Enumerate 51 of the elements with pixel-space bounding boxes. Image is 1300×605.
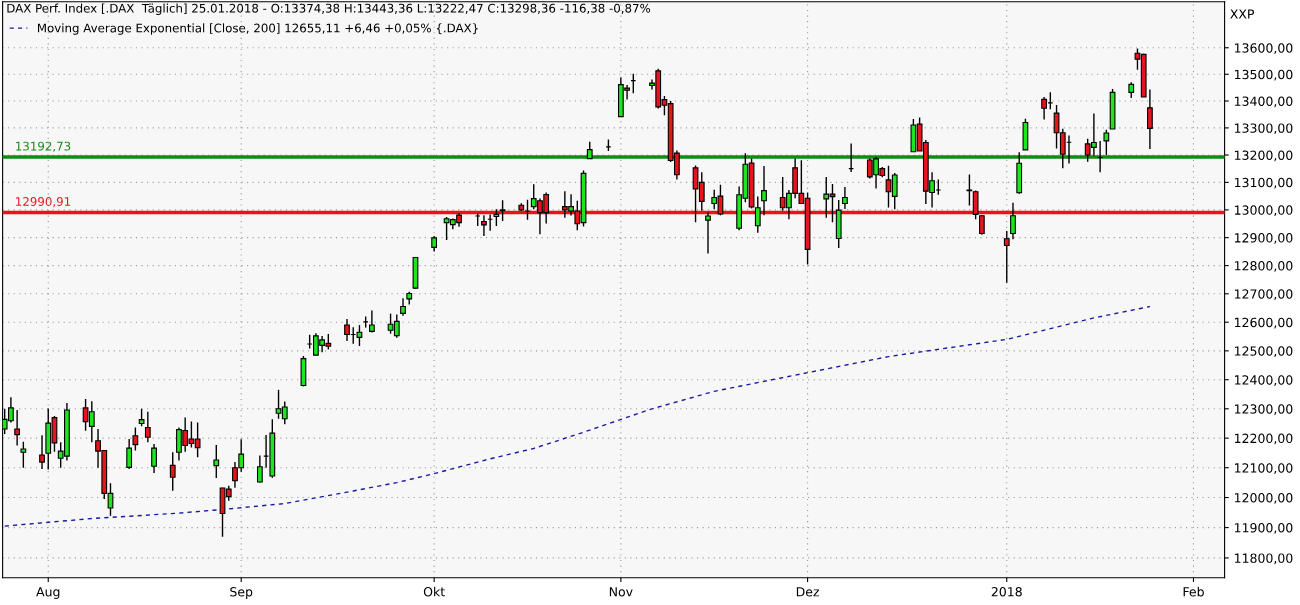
candlestick xyxy=(1147,88,1153,150)
y-tick-label: 11900,00 xyxy=(1235,523,1293,534)
y-tick-label: 12000,00 xyxy=(1235,493,1293,504)
y-tick-label: 12600,00 xyxy=(1235,317,1293,329)
x-tick-label: Okt xyxy=(423,586,445,597)
candlestick xyxy=(14,409,21,447)
y-tick-label: 11800,00 xyxy=(1235,553,1293,565)
x-tick-label: 2018 xyxy=(991,587,1022,597)
y-tick-label: 12500,00 xyxy=(1235,346,1293,358)
line-series xyxy=(3,305,1151,527)
candlestick xyxy=(132,426,139,452)
y-tick-label: 12400,00 xyxy=(1235,375,1293,386)
x-tick-label: Aug xyxy=(36,587,60,599)
candlestick xyxy=(213,444,220,479)
y-tick-label: 12100,00 xyxy=(1235,463,1293,474)
y-tick-label: 13400,00 xyxy=(1235,96,1293,108)
y-tick-label: 12800,00 xyxy=(1235,261,1293,272)
y-tick-label: 13200,00 xyxy=(1235,150,1293,162)
candlestick xyxy=(842,186,848,210)
y-tick-label: 13600,00 xyxy=(1235,43,1293,54)
y-tick-label: 12200,00 xyxy=(1235,433,1293,445)
candlestick xyxy=(39,434,45,470)
candlestick xyxy=(499,199,506,222)
text: XXP xyxy=(1230,9,1255,19)
ref-line-label: 13192,73 xyxy=(16,141,71,152)
y-tick-label: 12700,00 xyxy=(1235,289,1293,300)
candlestick xyxy=(1010,202,1016,241)
y-tick-label: 12300,00 xyxy=(1235,404,1293,415)
candlestick xyxy=(705,211,711,255)
chart-title: DAX Perf. Index [.DAX Täglich] 25.01.2018 - O:13374,38 H:13443,36 L:13222,47 C:13298,36 -116,38 -0,87% xyxy=(7,3,651,15)
candlestick xyxy=(126,438,133,470)
candlestick xyxy=(761,165,767,216)
candlestick xyxy=(169,451,176,492)
y-tick-label: 13500,00 xyxy=(1235,69,1293,81)
y-tick-label: 13100,00 xyxy=(1235,177,1293,189)
x-tick-label: Nov xyxy=(609,587,633,597)
candlestick xyxy=(966,173,973,207)
candlestick xyxy=(151,443,157,474)
candlestick xyxy=(1003,230,1010,284)
y-tick-label: 12900,00 xyxy=(1235,233,1293,244)
legend-label: Moving Average Exponential [Close, 200] 12655,11 +6,46 +0,05% {.DAX} xyxy=(37,23,478,35)
x-tick-label: Feb xyxy=(1183,586,1204,597)
candlestick xyxy=(1103,129,1110,156)
candlestick xyxy=(256,454,263,484)
y-tick-label: 13000,00 xyxy=(1235,205,1293,217)
x-tick-label: Sep xyxy=(230,587,253,599)
candlestick xyxy=(20,440,27,469)
x-tick-label: Dez xyxy=(796,587,819,597)
ref-line-label: 12990,91 xyxy=(16,197,71,208)
candlestick xyxy=(144,411,151,443)
y-tick-label: 13300,00 xyxy=(1235,123,1293,135)
